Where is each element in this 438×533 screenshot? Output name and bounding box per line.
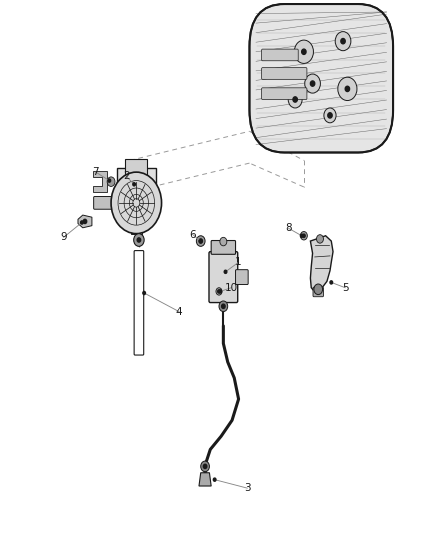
FancyBboxPatch shape — [117, 168, 156, 219]
Circle shape — [216, 288, 222, 295]
Circle shape — [143, 292, 145, 295]
Text: 8: 8 — [285, 223, 292, 233]
Circle shape — [338, 77, 357, 101]
Circle shape — [345, 86, 350, 92]
FancyBboxPatch shape — [261, 68, 307, 79]
Circle shape — [201, 461, 209, 472]
Circle shape — [203, 464, 207, 469]
Text: 2: 2 — [123, 172, 130, 181]
Text: 1: 1 — [235, 257, 242, 267]
FancyBboxPatch shape — [94, 197, 113, 209]
Circle shape — [330, 281, 332, 284]
Circle shape — [137, 238, 141, 242]
Circle shape — [213, 478, 216, 481]
FancyBboxPatch shape — [134, 251, 144, 355]
FancyBboxPatch shape — [261, 49, 298, 61]
Circle shape — [341, 38, 345, 44]
Circle shape — [199, 239, 202, 243]
Circle shape — [134, 233, 144, 246]
Circle shape — [302, 49, 306, 54]
Circle shape — [218, 290, 220, 293]
Circle shape — [107, 177, 115, 187]
Text: 10: 10 — [225, 282, 238, 293]
Circle shape — [219, 290, 222, 293]
FancyBboxPatch shape — [313, 287, 323, 297]
Circle shape — [303, 234, 305, 237]
FancyBboxPatch shape — [209, 252, 238, 303]
Circle shape — [81, 221, 83, 224]
Circle shape — [219, 301, 228, 312]
Circle shape — [305, 74, 321, 93]
FancyBboxPatch shape — [125, 159, 147, 175]
Circle shape — [317, 235, 323, 243]
Text: 9: 9 — [60, 232, 67, 243]
Circle shape — [314, 284, 322, 295]
Text: 7: 7 — [92, 167, 99, 177]
Text: 6: 6 — [190, 230, 196, 240]
Circle shape — [111, 172, 162, 233]
Circle shape — [224, 270, 227, 273]
Circle shape — [294, 40, 314, 63]
Text: 4: 4 — [176, 306, 182, 317]
Circle shape — [335, 31, 351, 51]
Circle shape — [199, 239, 202, 243]
Circle shape — [328, 113, 332, 118]
FancyBboxPatch shape — [236, 270, 248, 285]
Circle shape — [133, 183, 135, 186]
Circle shape — [83, 219, 87, 223]
FancyBboxPatch shape — [131, 220, 141, 233]
Circle shape — [324, 108, 336, 123]
Circle shape — [222, 304, 225, 309]
Polygon shape — [311, 236, 333, 292]
Polygon shape — [199, 473, 211, 486]
Circle shape — [300, 234, 303, 237]
Polygon shape — [93, 171, 107, 192]
Circle shape — [108, 179, 111, 182]
FancyBboxPatch shape — [250, 4, 393, 152]
Circle shape — [293, 97, 297, 102]
Polygon shape — [78, 215, 92, 228]
Circle shape — [220, 237, 227, 246]
Text: 3: 3 — [244, 483, 251, 493]
Circle shape — [288, 91, 302, 108]
FancyBboxPatch shape — [261, 88, 307, 100]
Circle shape — [196, 236, 205, 246]
Circle shape — [311, 81, 315, 86]
Circle shape — [300, 231, 307, 240]
FancyBboxPatch shape — [211, 240, 236, 254]
Text: 5: 5 — [342, 282, 349, 293]
